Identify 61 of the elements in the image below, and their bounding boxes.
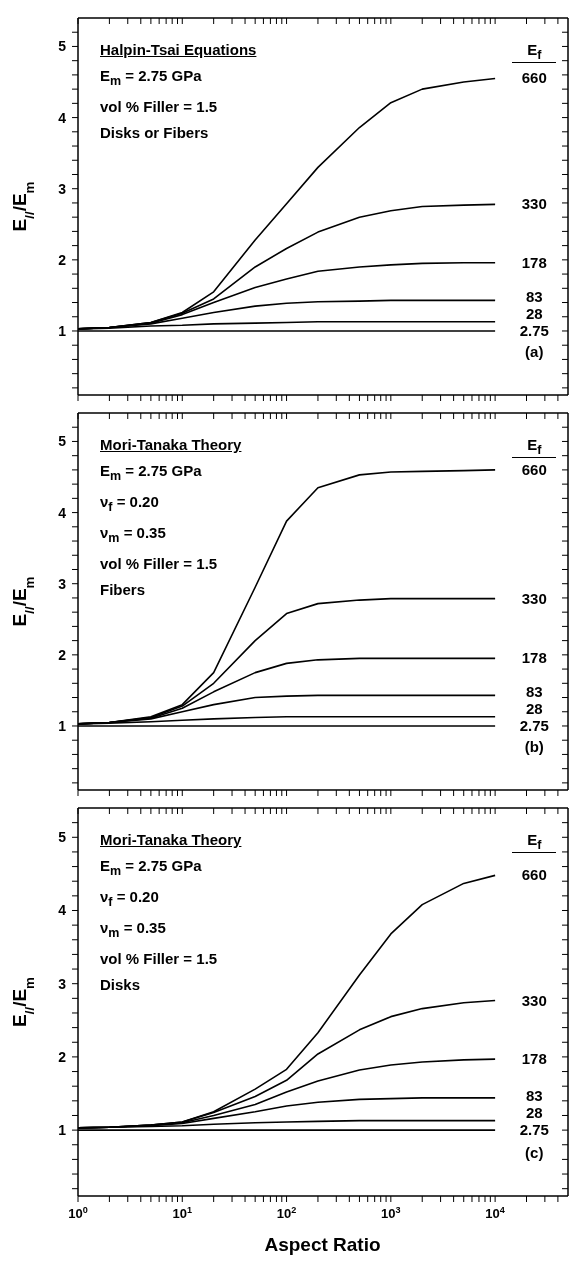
legend-title: E$_{f}$ [512, 41, 557, 63]
legend-label: 660 [521, 69, 547, 87]
x-tick-label: 10$^{3}$ [381, 1205, 401, 1221]
annotation: ν$_{f}$ = 0.20 [100, 887, 160, 911]
y-tick-label: 1 [58, 717, 67, 734]
y-tick-label: 5 [58, 38, 67, 55]
legend-label: 330 [521, 195, 547, 213]
annotation: Disks or Fibers [100, 123, 210, 143]
legend-label: 178 [521, 649, 547, 667]
annotation: vol % Filler = 1.5 [100, 97, 219, 117]
annotation: Disks [100, 975, 142, 995]
annotation: (c) [524, 1144, 545, 1161]
annotation: ν$_{f}$ = 0.20 [100, 492, 160, 516]
y-tick-label: 3 [58, 575, 67, 592]
y-tick-label: 3 [58, 180, 67, 197]
y-tick-label: 2 [58, 1048, 67, 1065]
y-tick-label: 4 [58, 902, 67, 919]
annotation: E$_{m}$ = 2.75 GPa [100, 461, 203, 485]
y-tick-label: 5 [58, 829, 67, 846]
legend-label: 2.75 [519, 321, 549, 339]
x-tick-label: 10$^{2}$ [276, 1205, 297, 1221]
text: Mori-Tanaka Theory [100, 830, 242, 850]
y-tick-label: 4 [58, 109, 67, 126]
x-tick-label: 10$^{4}$ [485, 1205, 506, 1221]
legend-title: E$_{f}$ [512, 436, 557, 458]
annotation: (b) [523, 738, 545, 755]
annotation: vol % Filler = 1.5 [100, 554, 219, 574]
annotation: (a) [524, 343, 545, 360]
y-tick-label: 3 [58, 975, 67, 992]
legend-title: E$_{f}$ [512, 831, 557, 853]
legend-label: 28 [525, 699, 543, 717]
y-tick-label: 2 [58, 251, 67, 268]
x-tick-label: 10$^{0}$ [68, 1205, 88, 1221]
annotation: E$_{m}$ = 2.75 GPa [100, 856, 203, 880]
y-tick-label: 5 [58, 433, 67, 450]
legend-label: 2.75 [519, 716, 549, 734]
legend-label: 330 [521, 589, 547, 607]
legend-label: 330 [521, 991, 547, 1009]
annotation: Fibers [100, 580, 146, 600]
annotation: ν$_{m}$ = 0.35 [100, 523, 167, 547]
text: Halpin-Tsai Equations [100, 40, 257, 60]
legend-label: 28 [525, 1104, 543, 1122]
y-tick-label: 1 [58, 1122, 67, 1139]
x-tick-label: 10$^{1}$ [172, 1205, 193, 1221]
legend-label: 83 [525, 1087, 543, 1105]
legend-label: 28 [525, 304, 543, 322]
legend-label: 660 [521, 460, 547, 478]
y-tick-label: 4 [58, 504, 67, 521]
y-tick-label: 2 [58, 646, 67, 663]
text: Mori-Tanaka Theory [100, 435, 242, 455]
legend-label: 83 [525, 682, 543, 700]
legend-label: 178 [521, 1050, 547, 1068]
annotation: E$_{m}$ = 2.75 GPa [100, 66, 203, 90]
annotation: ν$_{m}$ = 0.35 [100, 918, 167, 942]
x-axis-title: Aspect Ratio [263, 1234, 382, 1256]
annotation: vol % Filler = 1.5 [100, 949, 219, 969]
legend-label: 178 [521, 253, 547, 271]
legend-label: 83 [525, 287, 543, 305]
legend-label: 2.75 [519, 1121, 549, 1139]
y-tick-label: 1 [58, 322, 67, 339]
legend-label: 660 [521, 866, 547, 884]
